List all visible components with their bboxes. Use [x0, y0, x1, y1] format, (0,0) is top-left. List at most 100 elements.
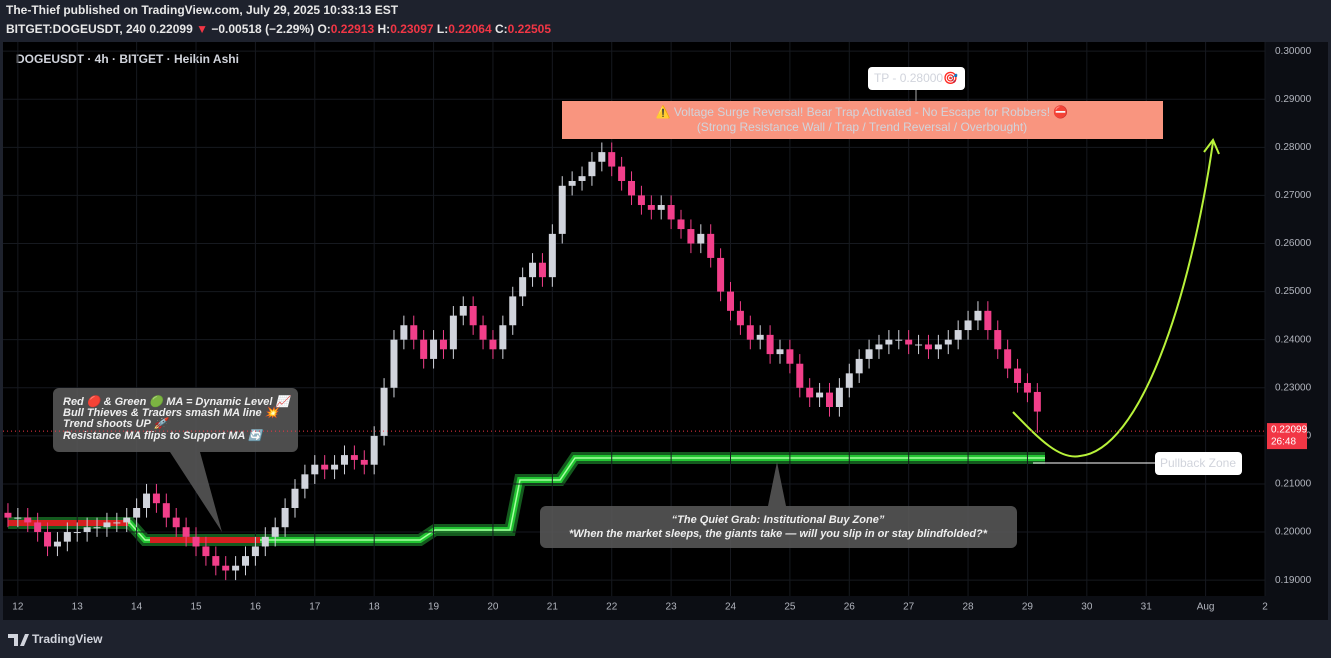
- candle-body: [628, 180, 636, 196]
- l-label: L:: [437, 22, 448, 36]
- candle-body: [934, 344, 942, 350]
- price-tag-value: 0.22099: [1271, 425, 1308, 436]
- candle-body: [133, 507, 141, 518]
- candle-body: [578, 176, 586, 181]
- candle-body: [568, 180, 576, 186]
- candle-body: [885, 339, 893, 345]
- candle-body: [449, 315, 457, 350]
- candle-body: [608, 152, 616, 167]
- price-tag-box: [1267, 423, 1307, 450]
- moving-average-band: [8, 452, 1045, 546]
- publisher: The-Thief published on TradingView.com, …: [6, 3, 399, 17]
- ma-core: [8, 457, 1045, 541]
- candle-body: [756, 334, 764, 340]
- candle-body: [548, 233, 556, 278]
- candle-body: [152, 493, 160, 504]
- candle-body: [242, 556, 250, 566]
- x-tick-label: 21: [547, 602, 559, 613]
- y-tick-label: 0.20000: [1275, 527, 1312, 538]
- candle-body: [707, 233, 715, 258]
- candle-body: [895, 339, 903, 341]
- y-tick-label: 0.19000: [1275, 575, 1312, 586]
- candle-body: [271, 527, 279, 537]
- candle-body: [796, 363, 804, 388]
- candle-body: [24, 517, 32, 523]
- candle-body: [964, 320, 972, 331]
- candle-body: [350, 455, 358, 460]
- candle-body: [905, 339, 913, 345]
- arrow-head: [1203, 138, 1220, 155]
- candle-body: [400, 325, 408, 340]
- candle-body: [618, 166, 626, 181]
- change: −0.00518 (−2.29%): [211, 22, 314, 36]
- candle-body: [469, 306, 477, 326]
- x-tick-label: 25: [784, 602, 796, 613]
- candle-body: [143, 493, 151, 508]
- candle-body: [459, 306, 467, 316]
- candle-body: [1014, 368, 1022, 383]
- candle-body: [73, 532, 81, 534]
- axes: 0.190000.200000.210000.220000.230000.240…: [3, 42, 1312, 613]
- y-tick-label: 0.26000: [1275, 238, 1312, 249]
- candle-body: [4, 512, 12, 518]
- candle-body: [637, 195, 645, 206]
- candle-body: [499, 325, 507, 350]
- candle-body: [380, 387, 388, 436]
- note-line: Red 🔴 & Green 🟢 MA = Dynamic Level 📈: [63, 395, 292, 408]
- candle-body: [63, 532, 71, 542]
- x-tick-label: 2: [1262, 602, 1268, 613]
- y-tick-label: 0.27000: [1275, 190, 1312, 201]
- x-tick-label: 19: [428, 602, 440, 613]
- h-label: H:: [378, 22, 391, 36]
- candle-body: [410, 325, 418, 340]
- candle-body: [538, 262, 546, 278]
- tp-box: [868, 67, 965, 90]
- candle-body: [301, 474, 309, 489]
- candle-body: [994, 330, 1002, 350]
- c: 0.22505: [508, 22, 552, 36]
- candle-body: [430, 339, 438, 359]
- candle-body: [727, 291, 735, 311]
- candle-body: [14, 517, 22, 519]
- candle-body: [954, 330, 962, 340]
- candle-body: [251, 546, 259, 557]
- c-label: C:: [495, 22, 508, 36]
- y-tick-label: 0.21000: [1275, 479, 1312, 490]
- candle-body: [786, 349, 794, 364]
- note-box: [53, 388, 298, 452]
- note-line: Trend shoots UP 🚀: [63, 417, 169, 430]
- candle-body: [232, 565, 240, 571]
- candle-body: [340, 455, 348, 465]
- zone-line: *When the market sleeps, the giants take…: [569, 528, 988, 540]
- banner: [562, 101, 1163, 139]
- candle-body: [697, 233, 705, 244]
- zone-box: [540, 506, 1017, 548]
- x-tick-label: 13: [72, 602, 84, 613]
- chart-title: DOGEUSDT · 4h · BITGET · Heikin Ashi: [16, 52, 239, 66]
- zone-pointer: [768, 462, 786, 506]
- candle-body: [924, 344, 932, 350]
- candle-body: [311, 464, 319, 475]
- pullback-label: Pullback Zone: [1160, 456, 1236, 470]
- candle-body: [875, 344, 883, 350]
- l: 0.22064: [448, 22, 492, 36]
- candle-body: [915, 344, 923, 346]
- candle-body: [717, 257, 725, 292]
- candle-body: [647, 205, 655, 210]
- candle-body: [598, 152, 606, 162]
- candle-body: [766, 334, 774, 355]
- x-tick-label: 29: [1022, 602, 1034, 613]
- zone-line: “The Quiet Grab: Institutional Buy Zone”: [672, 514, 885, 526]
- tp-label: TP - 0.28000🎯: [874, 71, 958, 85]
- banner-line: ⚠️ Voltage Surge Reversal! Bear Trap Act…: [656, 105, 1069, 119]
- candle-body: [202, 546, 210, 557]
- candle-body: [123, 517, 131, 523]
- candle-body: [974, 310, 982, 321]
- h: 0.23097: [390, 22, 434, 36]
- x-tick-label: 15: [190, 602, 202, 613]
- candle-body: [331, 464, 339, 470]
- candle-body: [944, 339, 952, 345]
- candle-body: [360, 459, 368, 465]
- candle-body: [281, 507, 289, 528]
- candle-body: [192, 536, 200, 547]
